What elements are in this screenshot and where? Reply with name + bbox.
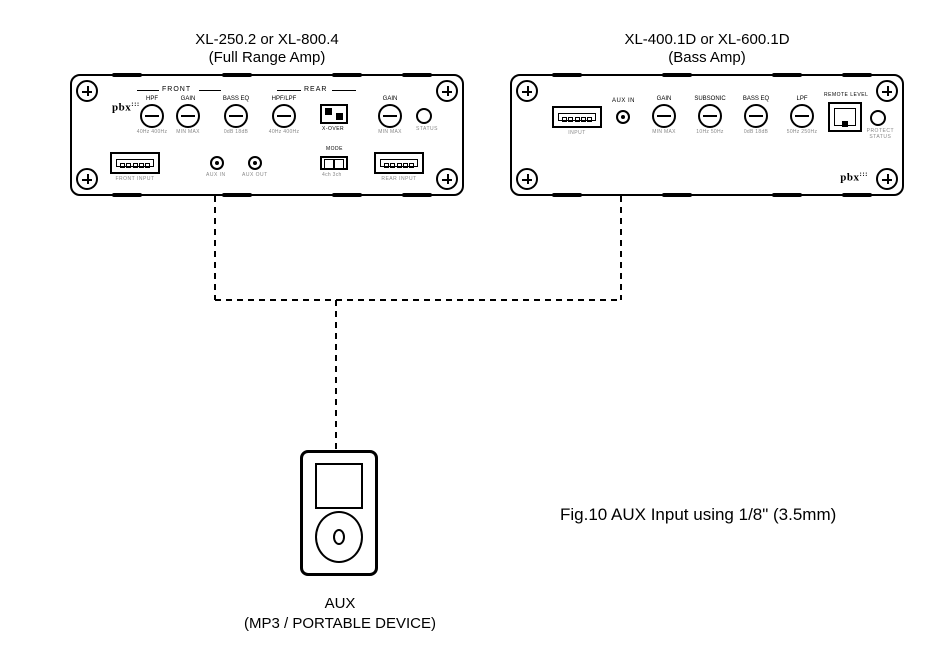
- figure-caption: Fig.10 AUX Input using 1/8" (3.5mm): [560, 505, 836, 525]
- device-screen-icon: [315, 463, 363, 509]
- diagram-stage: XL-250.2 or XL-800.4 (Full Range Amp) FR…: [0, 0, 947, 657]
- device-title: AUX: [260, 595, 420, 612]
- device-subtitle: (MP3 / PORTABLE DEVICE): [200, 615, 480, 632]
- cable-layer: [0, 0, 947, 657]
- device-clickwheel-icon: [315, 511, 363, 563]
- mp3-device-icon: [300, 450, 378, 576]
